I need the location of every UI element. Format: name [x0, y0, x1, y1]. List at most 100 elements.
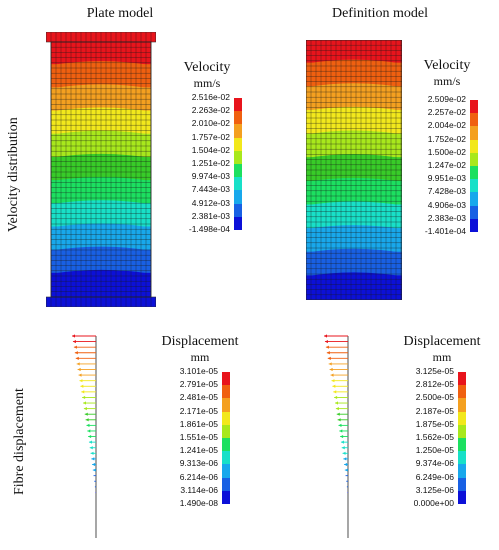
legend-value: 2.481e-05: [179, 392, 218, 403]
legend-value: 2.509e-02: [427, 94, 466, 104]
legend-value: 3.114e-06: [180, 484, 218, 495]
legend-swatch: [458, 411, 466, 425]
legend-value: 2.500e-05: [415, 392, 454, 403]
definition-model-header: Definition model: [331, 6, 429, 21]
legend-value: 0.000e+00: [413, 498, 454, 508]
arrow-head: [81, 390, 85, 394]
legend-swatch: [234, 98, 242, 112]
arrow-head: [72, 334, 75, 338]
legend-value: 2.791e-05: [179, 379, 218, 390]
definition-fibre-displacement-plot: [324, 334, 349, 538]
plate-velocity-legend: Velocity mm/s 2.516e-02 2.263e-02 2.010e-0…: [168, 60, 248, 250]
legend-swatch: [234, 216, 242, 230]
legend-swatch: [458, 490, 466, 504]
arrow-head: [77, 367, 81, 372]
legend-value: -1.498e-04: [188, 224, 230, 234]
definition-displacement-legend: Displacement mm 3.125e-05 2.812e-05 2.500e…: [388, 334, 498, 524]
arrow-head: [344, 462, 348, 467]
legend-swatch: [470, 113, 478, 127]
legend-title: Displacement: [403, 334, 481, 349]
arrow-head: [329, 367, 333, 372]
legend-swatch: [234, 124, 242, 138]
legend-unit: mm/s: [433, 74, 461, 88]
legend-value: 2.812e-05: [415, 379, 454, 390]
legend-swatch: [470, 179, 478, 193]
legend-swatch: [458, 385, 466, 399]
plate-model-header: Plate model: [86, 6, 154, 21]
arrow-head: [332, 384, 336, 388]
legend-swatch: [222, 411, 230, 425]
legend-swatch: [458, 451, 466, 465]
legend-value: 3.125e-05: [415, 366, 454, 376]
arrow-head: [73, 345, 77, 349]
legend-swatch: [470, 100, 478, 114]
legend-value: 2.383e-03: [427, 212, 466, 223]
legend-swatch: [470, 205, 478, 219]
legend-swatch: [234, 164, 242, 178]
legend-unit: mm: [432, 350, 452, 364]
legend-swatch: [234, 177, 242, 191]
arrow-head: [89, 446, 93, 450]
arrow-head: [76, 362, 80, 366]
legend-swatch: [222, 398, 230, 412]
legend-value: 2.004e-02: [427, 120, 466, 131]
arrow-head: [79, 379, 83, 383]
legend-value: 1.752e-02: [427, 133, 466, 144]
legend-value: 9.974e-03: [191, 171, 230, 182]
arrow-head: [335, 401, 339, 405]
legend-swatch: [458, 424, 466, 438]
legend-swatch: [234, 111, 242, 125]
arrow-head: [84, 412, 88, 416]
arrow-head: [341, 446, 345, 450]
arrow-head: [75, 356, 79, 360]
arrow-head: [88, 434, 92, 439]
velocity-row-label: Velocity distribution: [6, 117, 21, 232]
arrow-head: [340, 434, 344, 439]
legend-title: Displacement: [161, 334, 239, 349]
arrow-head: [336, 412, 340, 416]
contour-bulge: [306, 296, 402, 300]
legend-swatch: [234, 137, 242, 151]
arrow-head: [324, 334, 327, 338]
arrow-head: [74, 351, 78, 355]
legend-swatch: [222, 464, 230, 478]
arrow-head: [340, 440, 344, 444]
definition-velocity-legend: Velocity mm/s 2.509e-02 2.257e-02 2.004e-0…: [404, 58, 484, 258]
legend-swatch: [470, 152, 478, 166]
legend-swatch: [470, 218, 478, 232]
legend-swatch: [458, 438, 466, 452]
arrow-head: [343, 457, 347, 461]
contour-outline: [50, 41, 152, 298]
arrow-head: [88, 440, 92, 444]
arrow-head: [331, 379, 335, 383]
legend-swatch: [470, 166, 478, 180]
legend-swatch: [222, 490, 230, 504]
legend-value: 1.757e-02: [191, 131, 230, 142]
legend-value: 7.428e-03: [427, 186, 466, 197]
legend-value: 1.562e-05: [415, 432, 454, 442]
legend-value: 3.125e-06: [415, 484, 454, 495]
arrow-head: [91, 457, 95, 461]
arrow-head: [90, 451, 94, 455]
legend-value: 2.263e-02: [191, 105, 230, 116]
legend-swatch: [458, 477, 466, 491]
arrow-head: [72, 339, 76, 344]
legend-value: 1.875e-05: [415, 418, 454, 429]
legend-title: Velocity: [423, 58, 471, 73]
legend-value: 4.912e-03: [191, 197, 230, 208]
legend-value: 1.500e-02: [427, 146, 466, 157]
legend-value: 2.516e-02: [191, 92, 230, 102]
legend-value: 1.504e-02: [191, 144, 230, 155]
legend-swatch: [222, 438, 230, 452]
arrow-head: [334, 395, 338, 400]
plate-displacement-legend: Displacement mm 3.101e-05 2.791e-05 2.481e…: [150, 334, 260, 524]
legend-value: 6.249e-06: [415, 471, 454, 482]
legend-swatch: [458, 398, 466, 412]
legend-swatch: [234, 190, 242, 204]
legend-swatch: [234, 203, 242, 217]
arrow-head: [333, 390, 337, 394]
legend-value: 1.861e-05: [179, 418, 218, 429]
legend-swatch: [458, 372, 466, 386]
legend-swatch: [222, 372, 230, 386]
arrow-head: [92, 462, 96, 467]
